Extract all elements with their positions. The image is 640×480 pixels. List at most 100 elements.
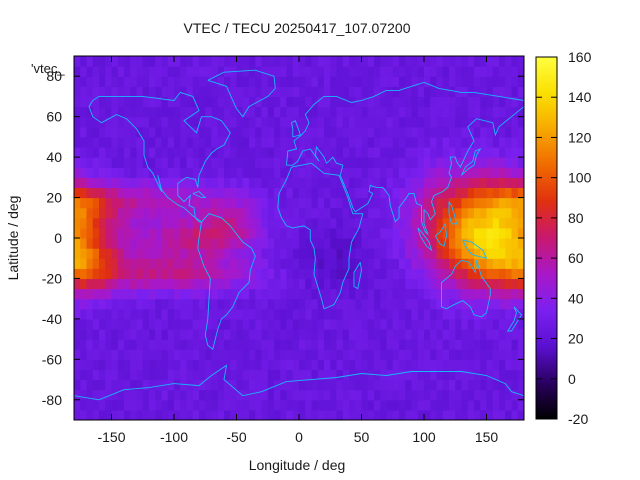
- heatmap-cell: [180, 298, 188, 310]
- heatmap-cell: [292, 177, 300, 189]
- heatmap-cell: [80, 177, 88, 189]
- heatmap-cell: [186, 278, 194, 290]
- heatmap-cell: [424, 369, 431, 381]
- heatmap-cell: [324, 369, 331, 381]
- heatmap-cell: [180, 339, 188, 350]
- heatmap-cell: [124, 116, 131, 128]
- heatmap-cell: [424, 318, 431, 330]
- heatmap-cell: [474, 329, 481, 340]
- heatmap-cell: [461, 268, 469, 280]
- heatmap-cell: [161, 207, 169, 219]
- heatmap-cell: [449, 187, 456, 199]
- heatmap-cell: [424, 238, 431, 249]
- heatmap-cell: [392, 369, 400, 381]
- heatmap-cell: [136, 298, 144, 310]
- heatmap-cell: [186, 288, 194, 300]
- heatmap-cell: [86, 66, 94, 77]
- y-tick-label: 0: [54, 230, 62, 246]
- heatmap-cell: [86, 96, 94, 108]
- heatmap-cell: [242, 288, 250, 300]
- heatmap-cell: [355, 288, 363, 300]
- heatmap-cell: [255, 248, 263, 259]
- heatmap-cell: [217, 238, 225, 249]
- heatmap-cell: [392, 126, 400, 138]
- heatmap-cell: [486, 349, 494, 360]
- heatmap-cell: [199, 56, 206, 67]
- heatmap-cell: [324, 116, 331, 128]
- heatmap-cell: [111, 187, 119, 199]
- heatmap-cell: [442, 369, 450, 381]
- heatmap-cell: [461, 147, 469, 158]
- heatmap-cell: [224, 409, 231, 420]
- heatmap-cell: [80, 389, 88, 401]
- heatmap-cell: [117, 76, 125, 87]
- heatmap-cell: [155, 167, 163, 178]
- heatmap-cell: [167, 369, 175, 381]
- heatmap-cell: [99, 238, 106, 249]
- heatmap-cell: [255, 136, 263, 148]
- heatmap-cell: [80, 197, 88, 209]
- heatmap-cell: [386, 66, 394, 77]
- heatmap-cell: [392, 238, 400, 249]
- heatmap-cell: [505, 409, 513, 420]
- heatmap-cell: [330, 339, 338, 350]
- heatmap-cell: [436, 207, 444, 219]
- heatmap-cell: [292, 217, 300, 229]
- heatmap-cell: [411, 379, 419, 391]
- heatmap-cell: [449, 268, 456, 280]
- heatmap-cell: [461, 278, 469, 290]
- heatmap-cell: [380, 227, 388, 239]
- heatmap-cell: [342, 207, 350, 219]
- heatmap-cell: [86, 126, 94, 138]
- heatmap-cell: [124, 329, 131, 340]
- heatmap-cell: [361, 177, 369, 189]
- heatmap-cell: [511, 167, 519, 178]
- heatmap-cell: [349, 359, 356, 371]
- heatmap-cell: [99, 227, 106, 239]
- heatmap-cell: [449, 157, 456, 168]
- heatmap-cell: [505, 157, 513, 168]
- heatmap-cell: [80, 248, 88, 259]
- heatmap-cell: [486, 318, 494, 330]
- heatmap-cell: [424, 177, 431, 189]
- heatmap-cell: [217, 207, 225, 219]
- heatmap-cell: [517, 96, 524, 108]
- heatmap-cell: [430, 157, 438, 168]
- heatmap-cell: [349, 227, 356, 239]
- heatmap-cell: [367, 379, 375, 391]
- heatmap-cell: [249, 298, 256, 310]
- heatmap-cell: [317, 349, 325, 360]
- heatmap-cell: [205, 308, 213, 320]
- heatmap-cell: [86, 359, 94, 371]
- heatmap-cell: [392, 136, 400, 148]
- heatmap-cell: [192, 96, 200, 108]
- heatmap-cell: [449, 86, 456, 98]
- heatmap-cell: [511, 258, 519, 269]
- heatmap-cell: [317, 217, 325, 229]
- heatmap-cell: [505, 167, 513, 178]
- heatmap-cell: [386, 56, 394, 67]
- heatmap-cell: [399, 167, 406, 178]
- heatmap-cell: [105, 96, 113, 108]
- heatmap-cell: [355, 248, 363, 259]
- heatmap-cell: [492, 288, 500, 300]
- heatmap-cell: [430, 409, 438, 420]
- heatmap-cell: [249, 278, 256, 290]
- heatmap-cell: [149, 207, 156, 219]
- heatmap-cell: [442, 66, 450, 77]
- heatmap-cell: [480, 329, 488, 340]
- heatmap-cell: [342, 116, 350, 128]
- heatmap-cell: [511, 66, 519, 77]
- heatmap-cell: [486, 217, 494, 229]
- heatmap-cell: [461, 86, 469, 98]
- heatmap-cell: [461, 409, 469, 420]
- heatmap-cell: [249, 116, 256, 128]
- heatmap-cell: [261, 349, 269, 360]
- heatmap-cell: [386, 258, 394, 269]
- heatmap-cell: [149, 147, 156, 158]
- heatmap-cell: [349, 379, 356, 391]
- colorbar-tick-label: 0: [568, 371, 576, 387]
- heatmap-cell: [336, 207, 344, 219]
- heatmap-cell: [467, 66, 475, 77]
- heatmap-cell: [124, 298, 131, 310]
